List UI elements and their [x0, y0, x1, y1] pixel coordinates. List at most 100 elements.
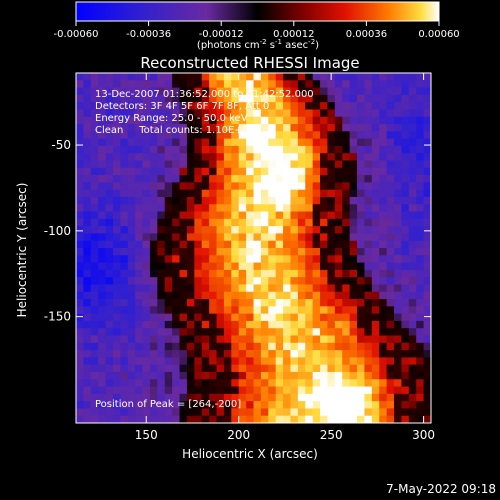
heatmap-cell	[157, 102, 166, 111]
heatmap-cell	[90, 116, 99, 125]
heatmap-cell	[201, 364, 210, 373]
heatmap-cell	[268, 182, 277, 191]
heatmap-cell	[194, 131, 203, 140]
heatmap-cell	[90, 233, 99, 242]
heatmap-cell	[357, 408, 366, 417]
heatmap-cell	[320, 379, 329, 388]
heatmap-cell	[142, 182, 151, 191]
heatmap-cell	[149, 415, 158, 423]
heatmap-cell	[290, 196, 299, 205]
heatmap-cell	[349, 80, 358, 89]
heatmap-cell	[186, 320, 195, 329]
heatmap-cell	[283, 248, 292, 256]
heatmap-cell	[120, 379, 129, 388]
heatmap-cell	[223, 87, 232, 96]
heatmap-cell	[172, 379, 181, 388]
heatmap-cell	[98, 226, 107, 235]
heatmap-cell	[164, 357, 173, 366]
heatmap-cell	[231, 167, 240, 176]
heatmap-cell	[342, 364, 351, 373]
heatmap-cell	[135, 248, 144, 256]
heatmap-cell	[216, 204, 225, 213]
heatmap-cell	[290, 357, 299, 366]
heatmap-cell	[423, 131, 431, 140]
heatmap-cell	[283, 145, 292, 154]
heatmap-cell	[105, 73, 114, 81]
heatmap-cell	[342, 357, 351, 366]
heatmap-cell	[268, 408, 277, 417]
heatmap-cell	[357, 211, 366, 220]
heatmap-cell	[253, 87, 262, 96]
heatmap-cell	[379, 87, 388, 96]
heatmap-cell	[246, 291, 255, 300]
heatmap-cell	[342, 328, 351, 337]
heatmap-cell	[379, 204, 388, 213]
heatmap-cell	[290, 87, 299, 96]
heatmap-cell	[186, 109, 195, 118]
heatmap-cell	[275, 73, 284, 81]
heatmap-cell	[290, 386, 299, 395]
heatmap-cell	[275, 80, 284, 89]
heatmap-cell	[105, 386, 114, 395]
heatmap-cell	[423, 116, 431, 125]
heatmap-cell	[401, 233, 410, 242]
heatmap-cell	[423, 109, 431, 118]
heatmap-cell	[194, 320, 203, 329]
heatmap-cell	[268, 94, 277, 103]
heatmap-cell	[416, 196, 425, 205]
heatmap-cell	[90, 269, 99, 278]
heatmap-cell	[83, 87, 92, 96]
heatmap-cell	[268, 196, 277, 205]
heatmap-cell	[76, 204, 84, 213]
heatmap-cell	[98, 211, 107, 220]
heatmap-cell	[379, 138, 388, 147]
heatmap-cell	[349, 196, 358, 205]
heatmap-cell	[275, 240, 284, 249]
heatmap-cell	[76, 94, 84, 103]
y-tick-label: -150	[44, 310, 71, 324]
heatmap-cell	[423, 218, 431, 227]
heatmap-cell	[371, 109, 380, 118]
heatmap-cell	[246, 87, 255, 96]
heatmap-cell	[423, 80, 431, 89]
heatmap-cell	[327, 269, 336, 278]
heatmap-cell	[312, 233, 321, 242]
heatmap-cell	[149, 386, 158, 395]
heatmap-cell	[320, 415, 329, 423]
heatmap-cell	[172, 211, 181, 220]
heatmap-cell	[98, 167, 107, 176]
heatmap-cell	[253, 299, 262, 307]
heatmap-cell	[105, 167, 114, 176]
heatmap-cell	[379, 73, 388, 81]
heatmap-cell	[149, 175, 158, 183]
heatmap-cell	[364, 393, 373, 402]
heatmap-cell	[157, 138, 166, 147]
heatmap-cell	[112, 175, 121, 183]
heatmap-cell	[76, 386, 84, 395]
heatmap-cell	[223, 342, 232, 351]
heatmap-cell	[320, 313, 329, 322]
heatmap-cell	[275, 313, 284, 322]
heatmap-cell	[305, 196, 314, 205]
heatmap-cell	[268, 153, 277, 162]
heatmap-cell	[76, 182, 84, 191]
heatmap-cell	[371, 80, 380, 89]
heatmap-cell	[164, 240, 173, 249]
heatmap-cell	[364, 73, 373, 81]
heatmap-cell	[201, 160, 210, 169]
heatmap-cell	[172, 284, 181, 293]
heatmap-cell	[135, 226, 144, 235]
heatmap-cell	[112, 153, 121, 162]
heatmap-cell	[231, 350, 240, 358]
heatmap-cell	[246, 350, 255, 358]
heatmap-cell	[268, 386, 277, 395]
heatmap-cell	[327, 196, 336, 205]
heatmap-cell	[112, 255, 121, 264]
heatmap-cell	[423, 379, 431, 388]
heatmap-cell	[76, 255, 84, 264]
heatmap-cell	[127, 189, 136, 198]
heatmap-cell	[357, 124, 366, 132]
heatmap-cell	[305, 335, 314, 344]
heatmap-cell	[275, 233, 284, 242]
heatmap-cell	[371, 182, 380, 191]
